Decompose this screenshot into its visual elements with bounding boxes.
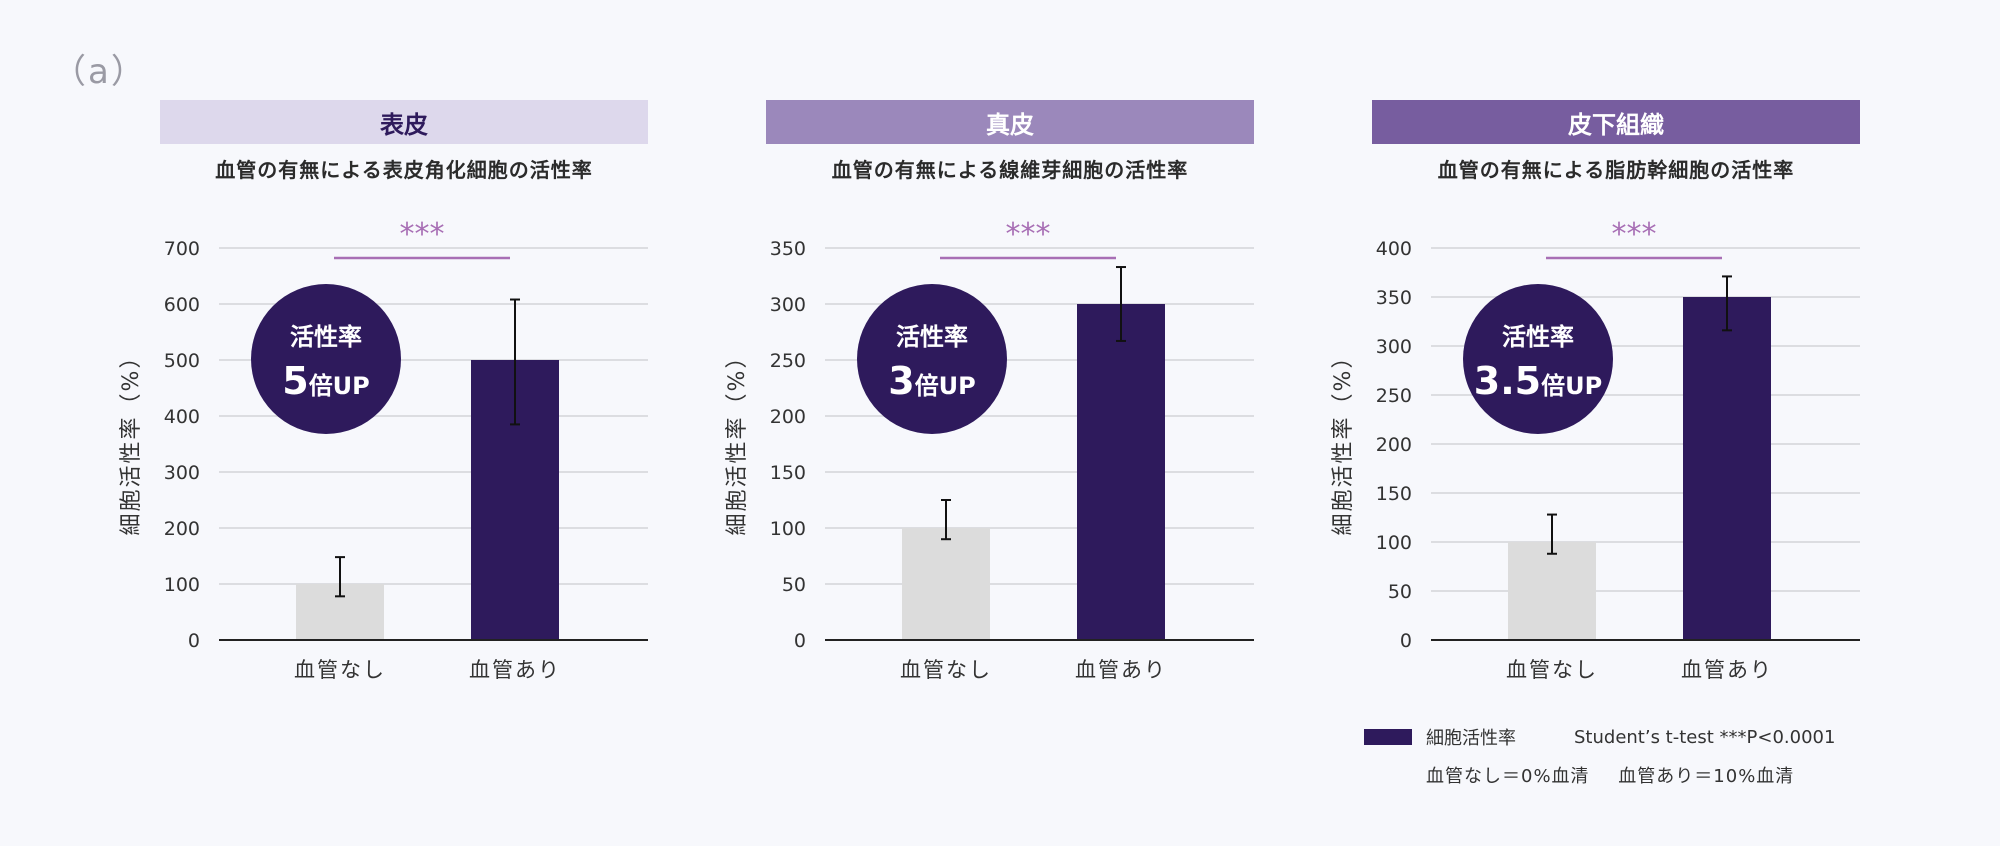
panel-header: 真皮 <box>766 100 1254 144</box>
y-tick-label: 150 <box>770 462 806 484</box>
chart-title: 血管の有無による脂肪幹細胞の活性率 <box>1437 158 1795 182</box>
y-tick-label: 100 <box>164 574 200 596</box>
chart-panel-subcutaneous: 皮下組織 血管の有無による脂肪幹細胞の活性率 0 50 100 150 200 250 30… <box>1331 0 1892 700</box>
bar-no-vessel <box>902 528 990 640</box>
y-tick-label: 100 <box>1376 532 1412 554</box>
y-tick-label: 300 <box>164 462 200 484</box>
bar-with-vessel <box>1683 297 1771 640</box>
y-tick-label: 300 <box>1376 336 1412 358</box>
y-tick-label: 50 <box>782 574 806 596</box>
fold-badge <box>1463 284 1613 434</box>
y-tick-label: 100 <box>770 518 806 540</box>
y-tick-label: 0 <box>1400 630 1412 652</box>
panel-header: 皮下組織 <box>1372 100 1860 144</box>
y-tick-label: 0 <box>794 630 806 652</box>
y-tick-label: 200 <box>164 518 200 540</box>
legend-series-label: 細胞活性率 <box>1426 728 1516 749</box>
badge-value: 5倍UP <box>282 359 370 403</box>
badge-label: 活性率 <box>1502 323 1574 351</box>
legend-note-vessel: 血管あり＝10%血清 <box>1618 766 1795 787</box>
chart-svg: 0 100 200 300 400 500 600 700 血管なし 血管あり 細胞活性率（%） **… <box>119 217 648 682</box>
x-category-label: 血管あり <box>1681 658 1773 682</box>
y-tick-label: 250 <box>1376 385 1412 407</box>
chart-svg: 0 50 100 150 200 250 300 350 血管なし 血管あり 細胞活性率（%） ***… <box>725 217 1254 682</box>
y-tick-label: 300 <box>770 294 806 316</box>
x-category-label: 血管なし <box>1506 658 1598 682</box>
figure-label: （a） <box>52 52 147 92</box>
panel-header: 表皮 <box>160 100 648 144</box>
fold-badge <box>251 284 401 434</box>
significance-label: *** <box>400 217 445 252</box>
chart-svg: 0 50 100 150 200 250 300 350 400 血管なし 血管あり 細胞活性率（%）… <box>1331 217 1860 682</box>
legend-note: 血管なし＝0%血清 血管あり＝10%血清 <box>1426 762 1835 788</box>
badge-fold-number: 3.5 <box>1474 359 1541 403</box>
y-tick-label: 200 <box>1376 434 1412 456</box>
badge-label: 活性率 <box>290 323 362 351</box>
chart-title: 血管の有無による表皮角化細胞の活性率 <box>215 158 593 182</box>
y-tick-label: 150 <box>1376 483 1412 505</box>
chart-title: 血管の有無による線維芽細胞の活性率 <box>831 158 1189 182</box>
legend-test-label: Student’s t-test ***P<0.0001 <box>1574 726 1836 748</box>
y-axis-label: 細胞活性率（%） <box>1331 345 1356 536</box>
chart-panel-dermis: 真皮 血管の有無による線維芽細胞の活性率 0 50 100 150 200 250 300 3… <box>725 0 1286 700</box>
y-tick-label: 50 <box>1388 581 1412 603</box>
y-axis-label: 細胞活性率（%） <box>119 345 144 536</box>
bar-with-vessel <box>1077 304 1165 640</box>
chart-panel-epidermis: 表皮 血管の有無による表皮角化細胞の活性率 0 100 200 300 400 500 60… <box>119 0 680 700</box>
fold-badge <box>857 284 1007 434</box>
y-tick-label: 600 <box>164 294 200 316</box>
y-tick-label: 400 <box>1376 238 1412 260</box>
y-tick-label: 350 <box>770 238 806 260</box>
y-tick-label: 250 <box>770 350 806 372</box>
badge-value: 3.5倍UP <box>1474 359 1602 403</box>
badge-label: 活性率 <box>896 323 968 351</box>
legend-swatch <box>1364 729 1412 745</box>
y-tick-label: 0 <box>188 630 200 652</box>
y-tick-label: 500 <box>164 350 200 372</box>
bar-no-vessel <box>1508 542 1596 640</box>
significance-label: *** <box>1612 217 1657 252</box>
x-category-label: 血管あり <box>469 658 561 682</box>
badge-fold-unit: 倍UP <box>915 372 976 400</box>
y-axis-label: 細胞活性率（%） <box>725 345 750 536</box>
y-tick-label: 700 <box>164 238 200 260</box>
legend-note-control: 血管なし＝0%血清 <box>1426 766 1590 787</box>
x-category-label: 血管あり <box>1075 658 1167 682</box>
badge-fold-number: 5 <box>282 359 308 403</box>
y-tick-label: 400 <box>164 406 200 428</box>
x-category-label: 血管なし <box>900 658 992 682</box>
badge-value: 3倍UP <box>888 359 976 403</box>
badge-fold-unit: 倍UP <box>1541 372 1602 400</box>
legend: 細胞活性率 Student’s t-test ***P<0.0001 血管なし＝… <box>1364 724 1835 788</box>
y-tick-label: 350 <box>1376 287 1412 309</box>
x-category-label: 血管なし <box>294 658 386 682</box>
significance-label: *** <box>1006 217 1051 252</box>
badge-fold-unit: 倍UP <box>309 372 370 400</box>
badge-fold-number: 3 <box>888 359 914 403</box>
y-tick-label: 200 <box>770 406 806 428</box>
